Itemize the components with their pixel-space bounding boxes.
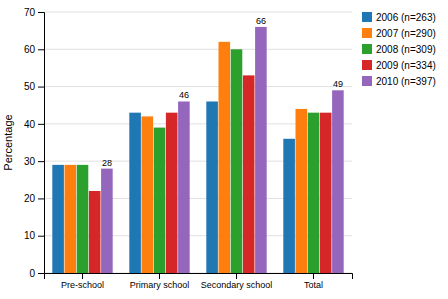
grid-line xyxy=(44,12,352,13)
legend-swatch xyxy=(362,76,372,86)
bar xyxy=(101,169,113,273)
tick-label: 50 xyxy=(24,81,36,92)
tick-label: Total xyxy=(304,280,323,290)
bar xyxy=(308,113,320,273)
bar xyxy=(77,165,89,273)
tick: 50 xyxy=(24,81,44,92)
data-label: 46 xyxy=(179,90,189,100)
tick-mark xyxy=(38,198,44,199)
legend-label: 2008 (n=309) xyxy=(376,44,436,55)
grid-line xyxy=(44,86,352,87)
tick-label: Primary school xyxy=(130,280,190,290)
bar xyxy=(219,42,231,273)
tick-label: Secondary school xyxy=(201,280,273,290)
tick-mark xyxy=(236,273,237,279)
bar xyxy=(65,165,77,273)
bar xyxy=(255,27,267,273)
tick-mark xyxy=(38,87,44,88)
x-axis: Pre-school Primary school Secondary school… xyxy=(45,273,353,290)
tick: 60 xyxy=(24,44,44,55)
bar-series xyxy=(77,49,320,273)
bar xyxy=(283,139,295,273)
legend-swatch xyxy=(362,28,372,38)
tick-mark xyxy=(38,12,44,13)
tick-mark xyxy=(313,273,314,279)
tick: 70 xyxy=(24,7,44,18)
bar xyxy=(206,101,218,273)
tick: 30 xyxy=(24,156,44,167)
tick-label: 0 xyxy=(29,268,35,279)
tick-mark xyxy=(82,273,83,279)
bar xyxy=(52,165,64,273)
data-label: 66 xyxy=(256,16,266,26)
axis-line xyxy=(45,274,353,280)
legend-swatch xyxy=(362,44,372,54)
y-axis-title: Percentage xyxy=(2,114,14,170)
chart: 28 46 66 49 0 10 20 30 40 50 60 70 Pre-school Primary… xyxy=(0,0,448,299)
tick: Secondary school xyxy=(201,273,273,290)
tick-mark xyxy=(38,124,44,125)
tick: Pre-school xyxy=(61,273,104,290)
tick-label: 60 xyxy=(24,44,36,55)
bar xyxy=(178,101,190,273)
bar xyxy=(154,128,166,273)
axis-line xyxy=(38,13,45,274)
legend-item: 2009 (n=334) xyxy=(362,60,436,71)
tick-mark xyxy=(38,236,44,237)
plot: 28 46 66 49 0 10 20 30 40 50 60 70 Pre-school Primary… xyxy=(24,7,353,291)
bar xyxy=(231,49,243,273)
bar xyxy=(332,90,344,273)
legend-swatch xyxy=(362,60,372,70)
legend-swatch xyxy=(362,12,372,22)
tick: Primary school xyxy=(130,273,190,290)
tick-label: 30 xyxy=(24,156,36,167)
legend-label: 2007 (n=290) xyxy=(376,28,436,39)
data-label: 49 xyxy=(333,79,343,89)
legend-item: 2008 (n=309) xyxy=(362,44,436,55)
tick-label: 10 xyxy=(24,230,36,241)
bar xyxy=(296,109,308,273)
tick-label: Pre-school xyxy=(61,280,104,290)
bar-series xyxy=(89,75,332,273)
tick-mark xyxy=(38,161,44,162)
legend: 2006 (n=263) 2007 (n=290) 2008 (n=309) 2009… xyxy=(362,12,436,87)
bars xyxy=(52,27,343,273)
tick-mark xyxy=(159,273,160,279)
tick-mark xyxy=(38,49,44,50)
tick: 10 xyxy=(24,230,44,241)
legend-item: 2007 (n=290) xyxy=(362,28,436,39)
legend-label: 2009 (n=334) xyxy=(376,60,436,71)
tick: 0 xyxy=(29,268,44,279)
bar xyxy=(89,191,101,273)
tick-mark xyxy=(38,273,44,274)
tick: Total xyxy=(304,273,323,290)
tick-label: 40 xyxy=(24,119,36,130)
data-label: 28 xyxy=(102,158,112,168)
bar-series xyxy=(65,42,308,273)
grid xyxy=(44,12,352,273)
y-axis: 0 10 20 30 40 50 60 70 xyxy=(24,7,45,279)
tick: 20 xyxy=(24,193,44,204)
legend-label: 2010 (n=397) xyxy=(376,76,436,87)
bar-series xyxy=(101,27,344,273)
legend-item: 2010 (n=397) xyxy=(362,76,436,87)
tick-label: 70 xyxy=(24,7,36,18)
legend-label: 2006 (n=263) xyxy=(376,12,436,23)
data-labels: 28 46 66 49 xyxy=(102,16,343,168)
bar xyxy=(320,113,332,273)
tick: 40 xyxy=(24,119,44,130)
bar xyxy=(243,75,255,273)
bar xyxy=(166,113,178,273)
tick-label: 20 xyxy=(24,193,36,204)
bar xyxy=(129,113,141,273)
bar xyxy=(142,116,154,273)
legend-item: 2006 (n=263) xyxy=(362,12,436,23)
grid-line xyxy=(44,49,352,50)
